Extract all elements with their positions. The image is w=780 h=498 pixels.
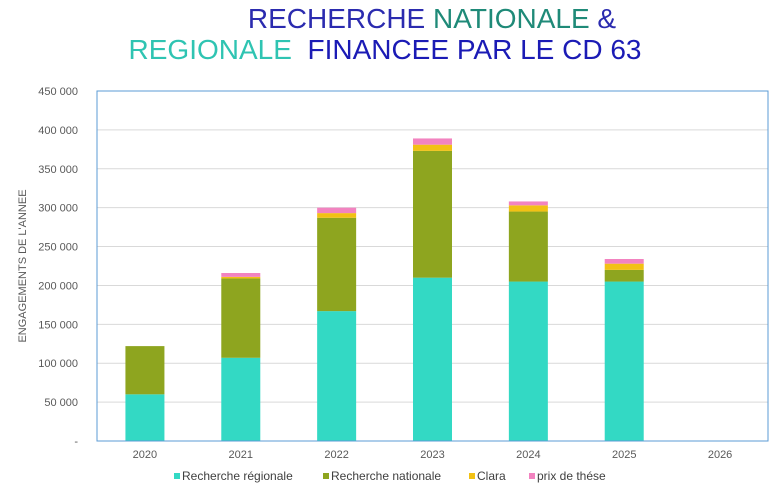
bar-2021-series-0 [221, 357, 261, 441]
x-tick-label-2022: 2022 [324, 449, 348, 461]
chart-title-line1-part-0: RECHERCHE [248, 3, 433, 34]
bar-2024-series-2 [508, 205, 548, 212]
legend-swatch-3 [529, 473, 535, 479]
bar-2024-series-3 [508, 201, 548, 206]
y-tick-label: 350 000 [38, 164, 78, 176]
bar-2023-series-0 [413, 277, 452, 441]
bar-2025-series-3 [604, 259, 644, 264]
x-axis-ticks: 2020 2021 2022 2023 2024 2025 2026 [133, 449, 733, 461]
bar-2021-series-1 [221, 278, 261, 358]
bar-2024-series-0 [508, 281, 548, 441]
bar-2022-series-0 [317, 311, 357, 441]
bar-2025-series-1 [604, 269, 644, 282]
bar-2022-series-1 [317, 217, 357, 312]
y-tick-label: 200 000 [38, 280, 78, 292]
y-tick-label: 400 000 [38, 125, 78, 137]
x-tick-label-2021: 2021 [229, 449, 253, 461]
y-axis-label: ENGAGEMENTS DE L'ANNEE [17, 189, 29, 342]
bar-2023-series-3 [413, 138, 452, 145]
bar-2024-series-1 [508, 211, 548, 282]
y-tick-label: 250 000 [38, 242, 78, 254]
chart-title-line1-part-2: & [590, 3, 617, 34]
chart-title: RECHERCHE NATIONALE &REGIONALE FINANCEE … [129, 3, 642, 65]
bar-2022-series-3 [317, 207, 357, 214]
bar-2023-series-1 [413, 150, 452, 278]
chart-title-line2-part-0: REGIONALE [129, 34, 292, 65]
bar-2025-series-0 [604, 281, 644, 441]
y-tick-label: - [74, 436, 78, 448]
y-tick-label: 300 000 [38, 203, 78, 215]
bar-2021-series-2 [221, 276, 261, 279]
y-tick-label: 100 000 [38, 358, 78, 370]
legend-label-1: Recherche nationale [331, 469, 441, 483]
bar-2023-series-2 [413, 144, 452, 151]
bar-2025-series-2 [604, 263, 644, 270]
legend-label-0: Recherche régionale [182, 469, 293, 483]
bar-2020-series-0 [125, 394, 165, 441]
bars [125, 138, 644, 441]
legend-label-3: prix de thése [537, 469, 606, 483]
legend-swatch-1 [323, 473, 329, 479]
chart-title-line2-part-1: FINANCEE PAR LE CD 63 [292, 34, 642, 65]
plot-frame [96, 90, 769, 442]
chart-title-line1: RECHERCHE NATIONALE & [248, 3, 617, 34]
chart-title-line2: REGIONALE FINANCEE PAR LE CD 63 [129, 34, 642, 65]
legend-swatch-0 [174, 473, 180, 479]
bar-2020-series-1 [125, 346, 165, 395]
y-tick-label: 450 000 [38, 86, 78, 98]
legend: Recherche régionale Recherche nationale Cl… [174, 469, 606, 483]
bar-2021-series-3 [221, 273, 261, 277]
x-tick-label-2024: 2024 [516, 449, 540, 461]
y-tick-label: 150 000 [38, 319, 78, 331]
y-tick-label: 50 000 [44, 397, 78, 409]
chart-title-line1-part-1: NATIONALE [433, 3, 590, 34]
x-tick-label-2025: 2025 [612, 449, 636, 461]
plot-area-border [96, 90, 769, 442]
bar-2022-series-2 [317, 213, 357, 218]
x-tick-label-2020: 2020 [133, 449, 157, 461]
x-tick-label-2026: 2026 [708, 449, 732, 461]
y-axis-ticks: - 50 000 100 000 150 000 200 000 250 000 300 0… [38, 86, 78, 448]
legend-swatch-2 [469, 473, 475, 479]
legend-label-2: Clara [477, 469, 506, 483]
x-tick-label-2023: 2023 [420, 449, 444, 461]
